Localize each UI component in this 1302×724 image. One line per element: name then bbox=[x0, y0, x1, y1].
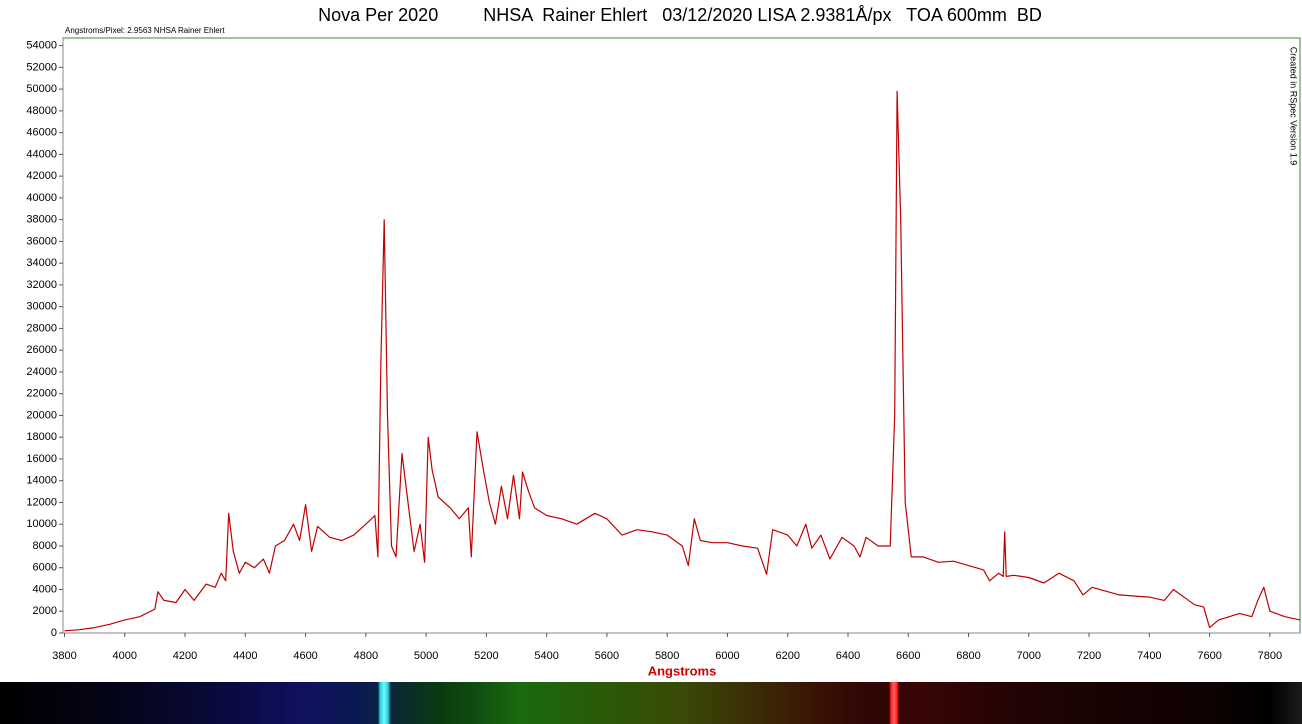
y-tick-label: 48000 bbox=[26, 105, 57, 117]
y-tick-label: 36000 bbox=[26, 235, 57, 247]
y-tick-label: 52000 bbox=[26, 61, 57, 73]
spectrum-line bbox=[64, 90, 1301, 632]
y-tick-label: 10000 bbox=[26, 518, 57, 530]
x-tick-label: 7200 bbox=[1077, 650, 1101, 662]
y-tick-label: 34000 bbox=[26, 257, 57, 269]
x-tick-label: 6600 bbox=[896, 650, 920, 662]
y-tick-label: 6000 bbox=[33, 562, 57, 574]
y-tick-label: 40000 bbox=[26, 192, 57, 204]
chart-subtitle: Angstroms/Pixel: 2.9563 NHSA Rainer Ehle… bbox=[65, 26, 225, 35]
annotation: Created in RSpec Version 1.9 bbox=[1289, 47, 1299, 166]
y-tick-label: 22000 bbox=[26, 388, 57, 400]
y-tick-label: 44000 bbox=[26, 148, 57, 160]
x-axis-label: Angstroms bbox=[648, 663, 717, 678]
y-tick-label: 0 bbox=[51, 627, 57, 639]
x-tick-label: 5800 bbox=[655, 650, 679, 662]
spectrum-strip bbox=[0, 682, 1302, 724]
y-tick-label: 46000 bbox=[26, 127, 57, 139]
y-tick-label: 50000 bbox=[26, 83, 57, 95]
y-tick-label: 24000 bbox=[26, 366, 57, 378]
x-tick-label: 7800 bbox=[1258, 650, 1282, 662]
y-tick-label: 16000 bbox=[26, 453, 57, 465]
x-tick-label: 4400 bbox=[233, 650, 257, 662]
y-tick-label: 8000 bbox=[33, 540, 57, 552]
x-tick-label: 4000 bbox=[113, 650, 137, 662]
y-tick-label: 54000 bbox=[26, 40, 57, 52]
chart-title: Nova Per 2020 NHSA Rainer Ehlert 03/12/2… bbox=[318, 5, 1042, 25]
x-tick-label: 6000 bbox=[715, 650, 739, 662]
x-tick-label: 7000 bbox=[1017, 650, 1041, 662]
x-tick-label: 7400 bbox=[1137, 650, 1161, 662]
x-tick-label: 7600 bbox=[1197, 650, 1221, 662]
y-tick-label: 28000 bbox=[26, 322, 57, 334]
x-tick-label: 5200 bbox=[474, 650, 498, 662]
y-tick-label: 32000 bbox=[26, 279, 57, 291]
x-tick-label: 3800 bbox=[52, 650, 76, 662]
x-tick-label: 6200 bbox=[775, 650, 799, 662]
x-tick-label: 4800 bbox=[354, 650, 378, 662]
y-tick-label: 2000 bbox=[33, 605, 57, 617]
y-tick-label: 30000 bbox=[26, 301, 57, 313]
plot-frame bbox=[62, 37, 1301, 634]
x-tick-label: 4600 bbox=[293, 650, 317, 662]
chart: Nova Per 2020 NHSA Rainer Ehlert 03/12/2… bbox=[26, 5, 1301, 678]
y-tick-label: 14000 bbox=[26, 475, 57, 487]
y-tick-label: 18000 bbox=[26, 431, 57, 443]
x-tick-label: 6400 bbox=[836, 650, 860, 662]
y-tick-label: 4000 bbox=[33, 583, 57, 595]
y-tick-label: 12000 bbox=[26, 496, 57, 508]
x-tick-label: 4200 bbox=[173, 650, 197, 662]
x-tick-label: 5000 bbox=[414, 650, 438, 662]
y-tick-label: 20000 bbox=[26, 409, 57, 421]
x-tick-label: 5400 bbox=[534, 650, 558, 662]
x-tick-label: 6800 bbox=[956, 650, 980, 662]
y-tick-label: 26000 bbox=[26, 344, 57, 356]
x-tick-label: 5600 bbox=[595, 650, 619, 662]
y-tick-label: 42000 bbox=[26, 170, 57, 182]
y-tick-label: 38000 bbox=[26, 214, 57, 226]
